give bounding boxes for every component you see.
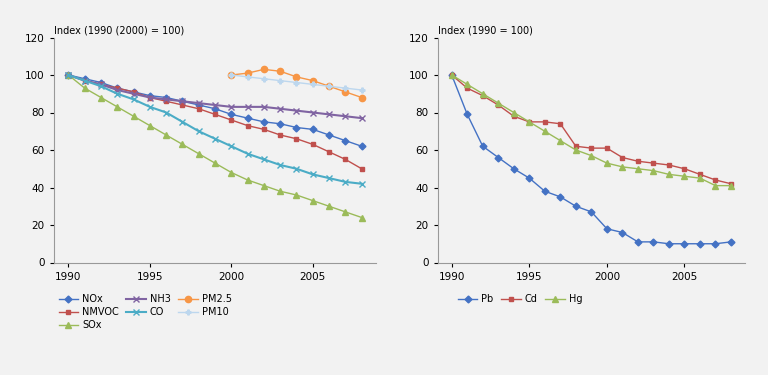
Legend: NOx, NMVOC, SOx, NH3, CO, PM2.5, PM10: NOx, NMVOC, SOx, NH3, CO, PM2.5, PM10 [58, 294, 232, 330]
Text: Index (1990 = 100): Index (1990 = 100) [438, 26, 533, 35]
Text: Index (1990 (2000) = 100): Index (1990 (2000) = 100) [54, 26, 184, 35]
Legend: Pb, Cd, Hg: Pb, Cd, Hg [458, 294, 582, 304]
